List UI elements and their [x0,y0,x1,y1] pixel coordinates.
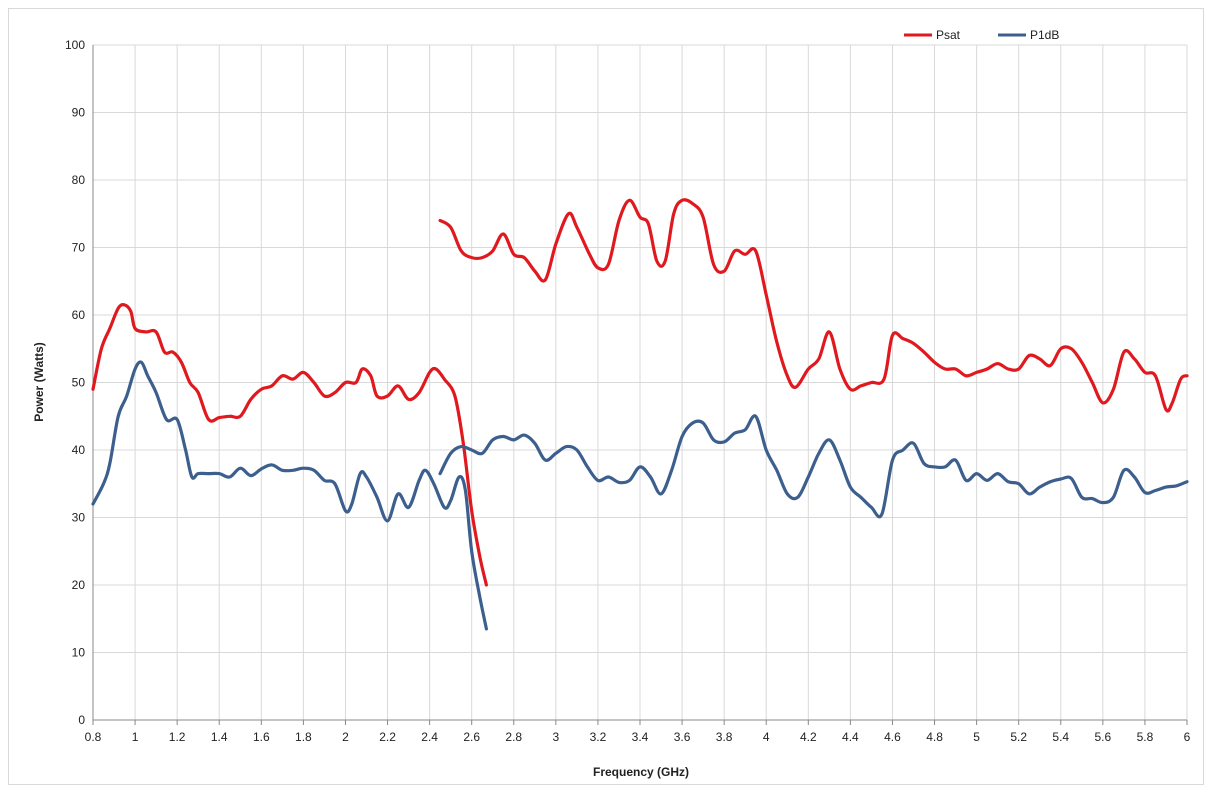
y-tick-label: 10 [72,646,86,660]
x-tick-label: 4.8 [926,730,943,744]
x-tick-label: 1.6 [253,730,270,744]
x-tick-label: 2.6 [463,730,480,744]
x-axis-title: Frequency (GHz) [593,765,689,779]
y-tick-label: 100 [65,38,85,52]
series-lines [91,198,1189,631]
legend-item-p1db: P1dB [998,28,1059,42]
y-tick-label: 90 [72,106,86,120]
x-tick-label: 5 [973,730,980,744]
x-tick-label: 2.8 [505,730,522,744]
x-tick-label: 2.2 [379,730,396,744]
y-tick-label: 40 [72,443,86,457]
x-tick-label: 4 [763,730,770,744]
chart-frame [8,8,1204,785]
legend-label-psat: Psat [936,28,961,42]
y-axis-title: Power (Watts) [32,342,46,422]
legend-item-psat: Psat [904,28,961,42]
x-tick-label: 4.4 [842,730,859,744]
x-tick-label: 1.4 [211,730,228,744]
x-tick-label: 1.2 [169,730,186,744]
x-tick-label: 3.4 [632,730,649,744]
y-tick-label: 20 [72,578,86,592]
y-tick-label: 0 [78,713,85,727]
x-tick-label: 5.4 [1052,730,1069,744]
x-tick-label: 3.6 [674,730,691,744]
y-tick-label: 50 [72,376,86,390]
series-line-p1db-segment-1 [91,360,488,631]
y-tick-label: 60 [72,308,86,322]
x-tick-label: 6 [1184,730,1191,744]
x-tick-label: 0.8 [85,730,102,744]
x-tick-label: 5.2 [1010,730,1027,744]
x-tick-label: 1.8 [295,730,312,744]
x-tick-labels: 0.8 1 1.2 1.4 1.6 1.8 2 2.2 2.4 2.6 2.8 3 3.2 3.4 3.6 3… [85,730,1191,744]
x-tick-label: 3.8 [716,730,733,744]
x-tick-label: 2.4 [421,730,438,744]
grid-lines [93,44,1188,720]
y-tick-labels: 0 10 20 30 40 50 60 70 80 90 100 [65,38,85,727]
series-line-p1db-segment-2 [438,414,1189,519]
legend: Psat P1dB [904,28,1059,42]
x-tick-label: 4.6 [884,730,901,744]
y-tick-label: 30 [72,511,86,525]
x-tick-label: 2 [342,730,349,744]
x-tick-label: 3.2 [590,730,607,744]
x-tick-label: 5.8 [1137,730,1154,744]
x-tick-label: 4.2 [800,730,817,744]
y-tick-label: 80 [72,173,86,187]
x-tick-label: 1 [132,730,139,744]
series-line-psat-segment-1 [91,303,488,587]
legend-label-p1db: P1dB [1030,28,1059,42]
y-tick-label: 70 [72,241,86,255]
series-line-psat-segment-2 [438,198,1189,413]
x-tick-label: 3 [553,730,560,744]
x-tick-label: 5.6 [1095,730,1112,744]
